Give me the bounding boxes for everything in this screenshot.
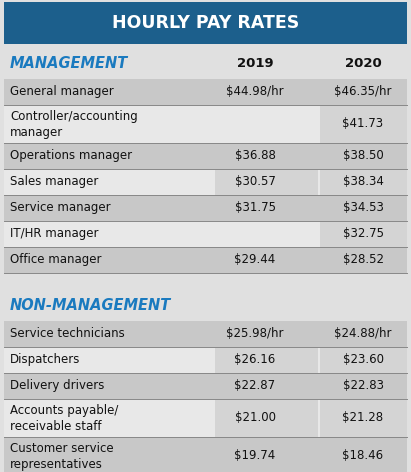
- FancyBboxPatch shape: [320, 347, 407, 373]
- Text: NON-MANAGEMENT: NON-MANAGEMENT: [10, 298, 171, 313]
- FancyBboxPatch shape: [320, 105, 407, 143]
- FancyBboxPatch shape: [4, 2, 407, 44]
- FancyBboxPatch shape: [4, 169, 407, 195]
- FancyBboxPatch shape: [215, 347, 318, 373]
- Text: $22.83: $22.83: [342, 379, 383, 392]
- FancyBboxPatch shape: [320, 221, 407, 247]
- Text: receivable staff: receivable staff: [10, 420, 102, 433]
- Text: Sales manager: Sales manager: [10, 175, 98, 188]
- FancyBboxPatch shape: [4, 221, 407, 247]
- Text: Accounts payable/: Accounts payable/: [10, 404, 118, 417]
- Text: Office manager: Office manager: [10, 253, 102, 266]
- Text: MANAGEMENT: MANAGEMENT: [10, 56, 128, 71]
- Text: $46.35/hr: $46.35/hr: [334, 85, 392, 98]
- Text: Delivery drivers: Delivery drivers: [10, 379, 104, 392]
- FancyBboxPatch shape: [4, 373, 407, 399]
- Text: IT/HR manager: IT/HR manager: [10, 228, 99, 240]
- Text: $19.74: $19.74: [234, 449, 276, 462]
- Text: $18.46: $18.46: [342, 449, 383, 462]
- Text: $38.34: $38.34: [342, 175, 383, 188]
- Text: $26.16: $26.16: [234, 354, 276, 366]
- Text: 2020: 2020: [345, 57, 381, 70]
- Text: Customer service: Customer service: [10, 442, 113, 455]
- Text: $34.53: $34.53: [342, 201, 383, 214]
- Text: $38.50: $38.50: [343, 149, 383, 162]
- Text: $31.75: $31.75: [235, 201, 275, 214]
- Text: Service manager: Service manager: [10, 201, 111, 214]
- Text: $24.88/hr: $24.88/hr: [334, 327, 392, 340]
- Text: Service technicians: Service technicians: [10, 327, 125, 340]
- Text: $21.00: $21.00: [235, 411, 275, 424]
- FancyBboxPatch shape: [4, 437, 407, 472]
- FancyBboxPatch shape: [4, 347, 407, 373]
- Text: $44.98/hr: $44.98/hr: [226, 85, 284, 98]
- Text: Operations manager: Operations manager: [10, 149, 132, 162]
- Text: $41.73: $41.73: [342, 118, 383, 130]
- Text: Dispatchers: Dispatchers: [10, 354, 81, 366]
- FancyBboxPatch shape: [320, 399, 407, 437]
- FancyBboxPatch shape: [4, 291, 407, 321]
- Text: $23.60: $23.60: [342, 354, 383, 366]
- FancyBboxPatch shape: [4, 399, 407, 437]
- FancyBboxPatch shape: [320, 169, 407, 195]
- Text: 2019: 2019: [237, 57, 273, 70]
- FancyBboxPatch shape: [4, 143, 407, 169]
- Text: HOURLY PAY RATES: HOURLY PAY RATES: [112, 14, 299, 32]
- Text: $25.98/hr: $25.98/hr: [226, 327, 284, 340]
- Text: $32.75: $32.75: [342, 228, 383, 240]
- Text: Controller/accounting: Controller/accounting: [10, 110, 138, 123]
- FancyBboxPatch shape: [4, 105, 407, 143]
- FancyBboxPatch shape: [4, 49, 407, 79]
- Text: $21.28: $21.28: [342, 411, 383, 424]
- FancyBboxPatch shape: [4, 321, 407, 347]
- Text: $28.52: $28.52: [342, 253, 383, 266]
- FancyBboxPatch shape: [4, 247, 407, 273]
- FancyBboxPatch shape: [215, 169, 318, 195]
- Text: General manager: General manager: [10, 85, 114, 98]
- FancyBboxPatch shape: [215, 399, 318, 437]
- Text: $22.87: $22.87: [234, 379, 275, 392]
- FancyBboxPatch shape: [4, 195, 407, 221]
- Text: $36.88: $36.88: [235, 149, 275, 162]
- Text: representatives: representatives: [10, 458, 103, 471]
- Text: $29.44: $29.44: [234, 253, 276, 266]
- Text: $30.57: $30.57: [235, 175, 275, 188]
- FancyBboxPatch shape: [4, 79, 407, 105]
- Text: manager: manager: [10, 126, 63, 139]
